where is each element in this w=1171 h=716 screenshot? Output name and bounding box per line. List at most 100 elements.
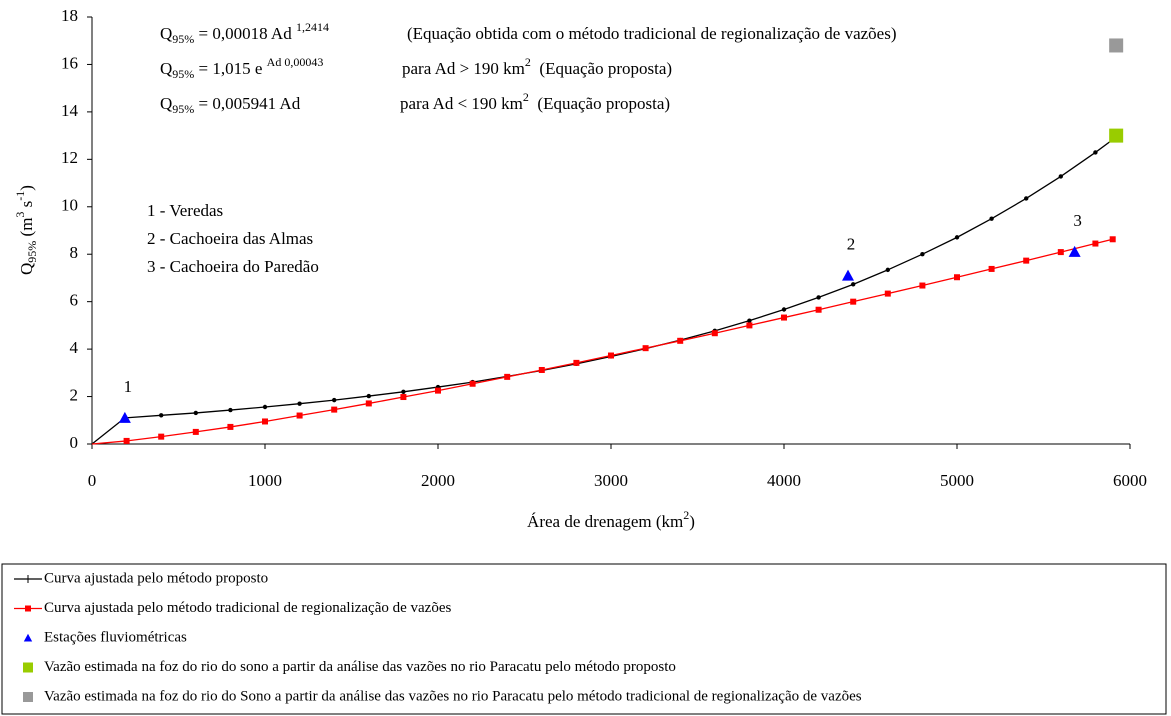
data-point <box>920 252 925 257</box>
equation-note: para Ad > 190 km2 (Equação proposta) <box>402 55 672 78</box>
legend-box <box>1 563 1167 715</box>
legend-label: Vazão estimada na foz do rio do Sono a p… <box>44 688 862 704</box>
data-point <box>123 437 130 444</box>
y-tick-label: 6 <box>70 291 79 310</box>
data-point <box>954 274 960 281</box>
data-point <box>400 394 407 401</box>
data-point <box>989 216 994 221</box>
text-part: 1,2414 <box>296 20 329 34</box>
data-point <box>297 401 302 406</box>
text-part: ) <box>17 185 36 191</box>
data-point <box>158 433 165 440</box>
data-point <box>331 406 338 413</box>
data-point <box>365 400 372 407</box>
x-tick-label: 3000 <box>594 471 628 490</box>
legend-label: Vazão estimada na foz do rio do sono a p… <box>44 659 676 675</box>
text-part: Área de drenagem (km <box>527 512 683 531</box>
data-point <box>435 387 441 394</box>
data-point <box>1109 236 1116 243</box>
y-tick-label: 12 <box>61 148 78 167</box>
x-tick-label: 2000 <box>421 471 455 490</box>
text-part: 95% <box>172 32 194 46</box>
text-part: 3 <box>13 212 27 218</box>
x-tick-label: 5000 <box>940 471 974 490</box>
data-point <box>816 295 821 300</box>
equation: Q95% = 0,005941 Ad <box>160 94 301 116</box>
data-point <box>469 380 476 387</box>
legend-marker <box>23 633 33 642</box>
data-point <box>1058 174 1064 179</box>
text-part: (m <box>17 218 36 241</box>
station-name: 3 - Cachoeira do Paredão <box>147 257 319 276</box>
text-part: ) <box>689 512 695 531</box>
legend-entry: Vazão estimada na foz do rio do Sono a p… <box>23 688 862 704</box>
data-point <box>954 235 960 240</box>
data-point <box>781 314 787 321</box>
text-part: para Ad > 190 km <box>402 59 525 78</box>
data-point <box>192 428 199 435</box>
data-point <box>746 322 753 329</box>
text-part: 2 <box>523 90 529 104</box>
legend-marker <box>23 662 33 673</box>
text-part: = 0,005941 Ad <box>194 94 300 113</box>
legend-label: Estações fluviométricas <box>44 629 187 645</box>
data-point <box>159 413 164 418</box>
station-name: 2 - Cachoeira das Almas <box>147 229 313 248</box>
x-tick-label: 4000 <box>767 471 801 490</box>
point-label: 2 <box>847 234 856 253</box>
legend-marker <box>23 692 33 702</box>
text-part: Q <box>160 59 172 78</box>
legend-entry: Curva ajustada pelo método tradicional d… <box>14 600 451 616</box>
equation-note: para Ad < 190 km2 (Equação proposta) <box>400 90 670 113</box>
data-point <box>850 298 857 305</box>
text-part: s <box>17 201 36 212</box>
legend-marker <box>25 605 31 612</box>
data-point <box>573 359 580 366</box>
y-tick-label: 8 <box>70 243 79 262</box>
data-point <box>988 265 995 272</box>
data-point <box>919 282 926 289</box>
data-point <box>885 267 890 273</box>
data-point <box>1109 38 1124 53</box>
data-point <box>781 307 787 312</box>
data-point <box>366 393 371 399</box>
data-point <box>193 410 198 416</box>
data-point <box>677 337 684 344</box>
data-point <box>1023 257 1030 264</box>
data-point <box>1023 196 1029 201</box>
data-point <box>1057 249 1064 256</box>
data-point <box>401 389 406 395</box>
x-tick-label: 1000 <box>248 471 282 490</box>
data-point <box>884 290 891 297</box>
legend-entry: Vazão estimada na foz do rio do sono a p… <box>23 659 676 675</box>
text-part: Ad 0,00043 <box>267 55 324 69</box>
station-name: 1 - Veredas <box>147 201 223 220</box>
y-tick-label: 10 <box>61 196 78 215</box>
data-point <box>1109 128 1124 143</box>
text-part: 95% <box>172 102 194 116</box>
text-part: Q <box>160 94 172 113</box>
text-part: -1 <box>13 191 27 201</box>
text-part: (Equação proposta) <box>531 59 672 78</box>
y-tick-label: 14 <box>61 101 79 120</box>
data-point <box>262 404 268 410</box>
data-point <box>1068 245 1081 257</box>
x-axis-label: Área de drenagem (km2) <box>527 508 695 531</box>
legend-entry: Curva ajustada pelo método proposto <box>14 570 268 586</box>
x-tick-label: 6000 <box>1113 471 1147 490</box>
y-tick-label: 4 <box>70 338 79 357</box>
data-point <box>262 418 268 425</box>
text-part: = 0,00018 Ad <box>194 24 296 43</box>
point-label: 1 <box>124 377 133 396</box>
equation: Q95% = 0,00018 Ad 1,2414 <box>160 20 329 46</box>
data-point <box>842 269 855 281</box>
equation: Q95% = 1,015 e Ad 0,00043 <box>160 55 323 81</box>
data-point <box>1092 240 1099 247</box>
text-part: 95% <box>172 67 194 81</box>
text-part: 95% <box>25 241 39 263</box>
data-point <box>118 411 131 423</box>
y-tick-label: 0 <box>70 433 79 452</box>
text-part: = 1,015 e <box>194 59 266 78</box>
y-axis-label: Q95% (m3 s-1) <box>13 185 39 275</box>
legend-label: Curva ajustada pelo método proposto <box>44 570 268 586</box>
